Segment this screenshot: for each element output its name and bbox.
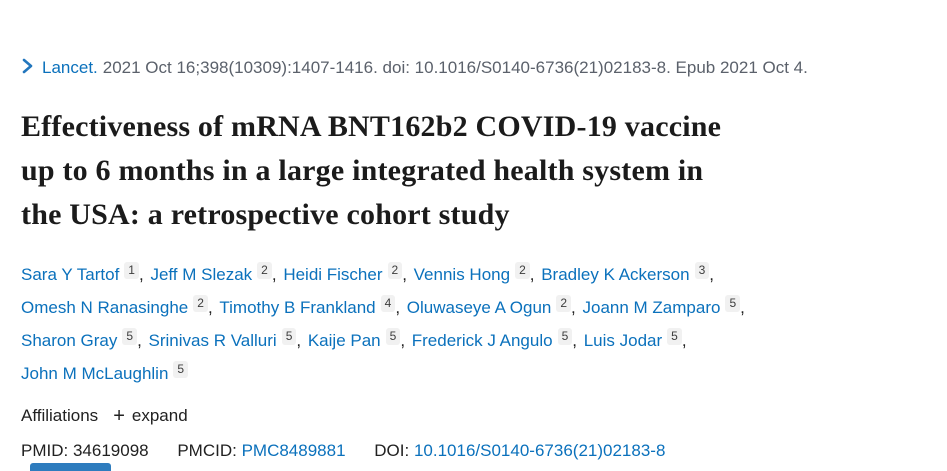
author-link[interactable]: Jeff M Slezak bbox=[150, 265, 253, 284]
author-affiliation-badge[interactable]: 5 bbox=[557, 328, 573, 345]
author-link[interactable]: Srinivas R Valluri bbox=[148, 331, 277, 350]
pmcid-label: PMCID: bbox=[177, 441, 237, 460]
article-title-line: up to 6 months in a large integrated hea… bbox=[21, 154, 704, 187]
article-title-line: Effectiveness of mRNA BNT162b2 COVID-19 … bbox=[21, 110, 722, 143]
pmid-label: PMID: bbox=[21, 441, 69, 460]
author-affiliation-badge[interactable]: 5 bbox=[281, 328, 297, 345]
author-separator: , bbox=[571, 298, 581, 317]
author-link[interactable]: Heidi Fischer bbox=[283, 265, 383, 284]
author-affiliation-badge[interactable]: 2 bbox=[387, 262, 403, 279]
author-link[interactable]: Frederick J Angulo bbox=[411, 331, 553, 350]
author-link[interactable]: Bradley K Ackerson bbox=[541, 265, 690, 284]
author-link[interactable]: Timothy B Frankland bbox=[219, 298, 376, 317]
author-link[interactable]: Oluwaseye A Ogun bbox=[406, 298, 552, 317]
author-separator: , bbox=[402, 265, 412, 284]
author-separator: , bbox=[709, 265, 714, 284]
author-separator: , bbox=[681, 331, 687, 350]
author-affiliation-badge[interactable]: 5 bbox=[667, 328, 682, 345]
pmcid-link[interactable]: PMC8489881 bbox=[241, 441, 346, 460]
author-link[interactable]: Omesh N Ranasinghe bbox=[21, 298, 189, 317]
author-affiliation-badge[interactable]: 2 bbox=[556, 295, 572, 312]
identifiers-row: PMID: 34619098 PMCID: PMC8489881 DOI: 10… bbox=[21, 441, 921, 461]
author-affiliation-badge[interactable]: 5 bbox=[122, 328, 138, 345]
author-link[interactable]: John M McLaughlin bbox=[21, 364, 169, 383]
author-separator: , bbox=[271, 265, 282, 284]
affiliations-label: Affiliations bbox=[21, 406, 99, 425]
doi-group: DOI: 10.1016/S0140-6736(21)02183-8 bbox=[374, 441, 665, 460]
author-separator: , bbox=[395, 298, 405, 317]
pmcid-group: PMCID: PMC8489881 bbox=[177, 441, 345, 460]
author-link[interactable]: Sara Y Tartof bbox=[21, 265, 120, 284]
author-link[interactable]: Kaije Pan bbox=[307, 331, 381, 350]
author-separator: , bbox=[400, 331, 410, 350]
author-link[interactable]: Joann M Zamparo bbox=[582, 298, 721, 317]
article-title-line: the USA: a retrospective cohort study bbox=[21, 198, 510, 231]
author-separator: , bbox=[138, 265, 149, 284]
author-affiliation-badge[interactable]: 2 bbox=[515, 262, 530, 279]
author-separator: , bbox=[137, 331, 147, 350]
affiliations-row: Affiliations + expand bbox=[21, 405, 921, 428]
article-title: Effectiveness of mRNA BNT162b2 COVID-19 … bbox=[21, 105, 921, 237]
author-separator: , bbox=[207, 298, 218, 317]
plus-icon: + bbox=[113, 405, 125, 427]
author-separator: , bbox=[740, 298, 745, 317]
chevron-right-icon bbox=[21, 57, 34, 80]
author-separator: , bbox=[296, 331, 306, 350]
author-link[interactable]: Vennis Hong bbox=[413, 265, 511, 284]
author-affiliation-badge[interactable]: 4 bbox=[380, 295, 396, 312]
author-affiliation-badge[interactable]: 1 bbox=[124, 262, 139, 279]
journal-link[interactable]: Lancet. bbox=[42, 58, 98, 77]
author-link[interactable]: Sharon Gray bbox=[21, 331, 118, 350]
author-link[interactable]: Luis Jodar bbox=[583, 331, 663, 350]
doi-label: DOI: bbox=[374, 441, 410, 460]
author-affiliation-badge[interactable]: 3 bbox=[694, 262, 710, 279]
author-affiliation-badge[interactable]: 5 bbox=[725, 295, 741, 312]
author-affiliation-badge[interactable]: 2 bbox=[193, 295, 208, 312]
authors-list: Sara Y Tartof 1, Jeff M Slezak 2, Heidi Fi… bbox=[21, 258, 921, 390]
author-affiliation-badge[interactable]: 5 bbox=[173, 361, 189, 378]
citation-details: 2021 Oct 16;398(10309):1407-1416. doi: 1… bbox=[102, 58, 808, 77]
expand-label: expand bbox=[131, 406, 188, 425]
fulltext-link-button-partial[interactable] bbox=[30, 463, 111, 471]
author-separator: , bbox=[572, 331, 582, 350]
author-affiliation-badge[interactable]: 2 bbox=[257, 262, 272, 279]
author-affiliation-badge[interactable]: 5 bbox=[385, 328, 401, 345]
article-header: Lancet. 2021 Oct 16;398(10309):1407-1416.… bbox=[21, 57, 921, 461]
affiliations-expand-button[interactable]: + expand bbox=[113, 405, 187, 428]
doi-link[interactable]: 10.1016/S0140-6736(21)02183-8 bbox=[413, 441, 666, 460]
author-separator: , bbox=[529, 265, 540, 284]
pmid-value: 34619098 bbox=[72, 441, 149, 460]
pmid-group: PMID: 34619098 bbox=[21, 441, 149, 460]
citation-row: Lancet. 2021 Oct 16;398(10309):1407-1416.… bbox=[21, 57, 921, 80]
